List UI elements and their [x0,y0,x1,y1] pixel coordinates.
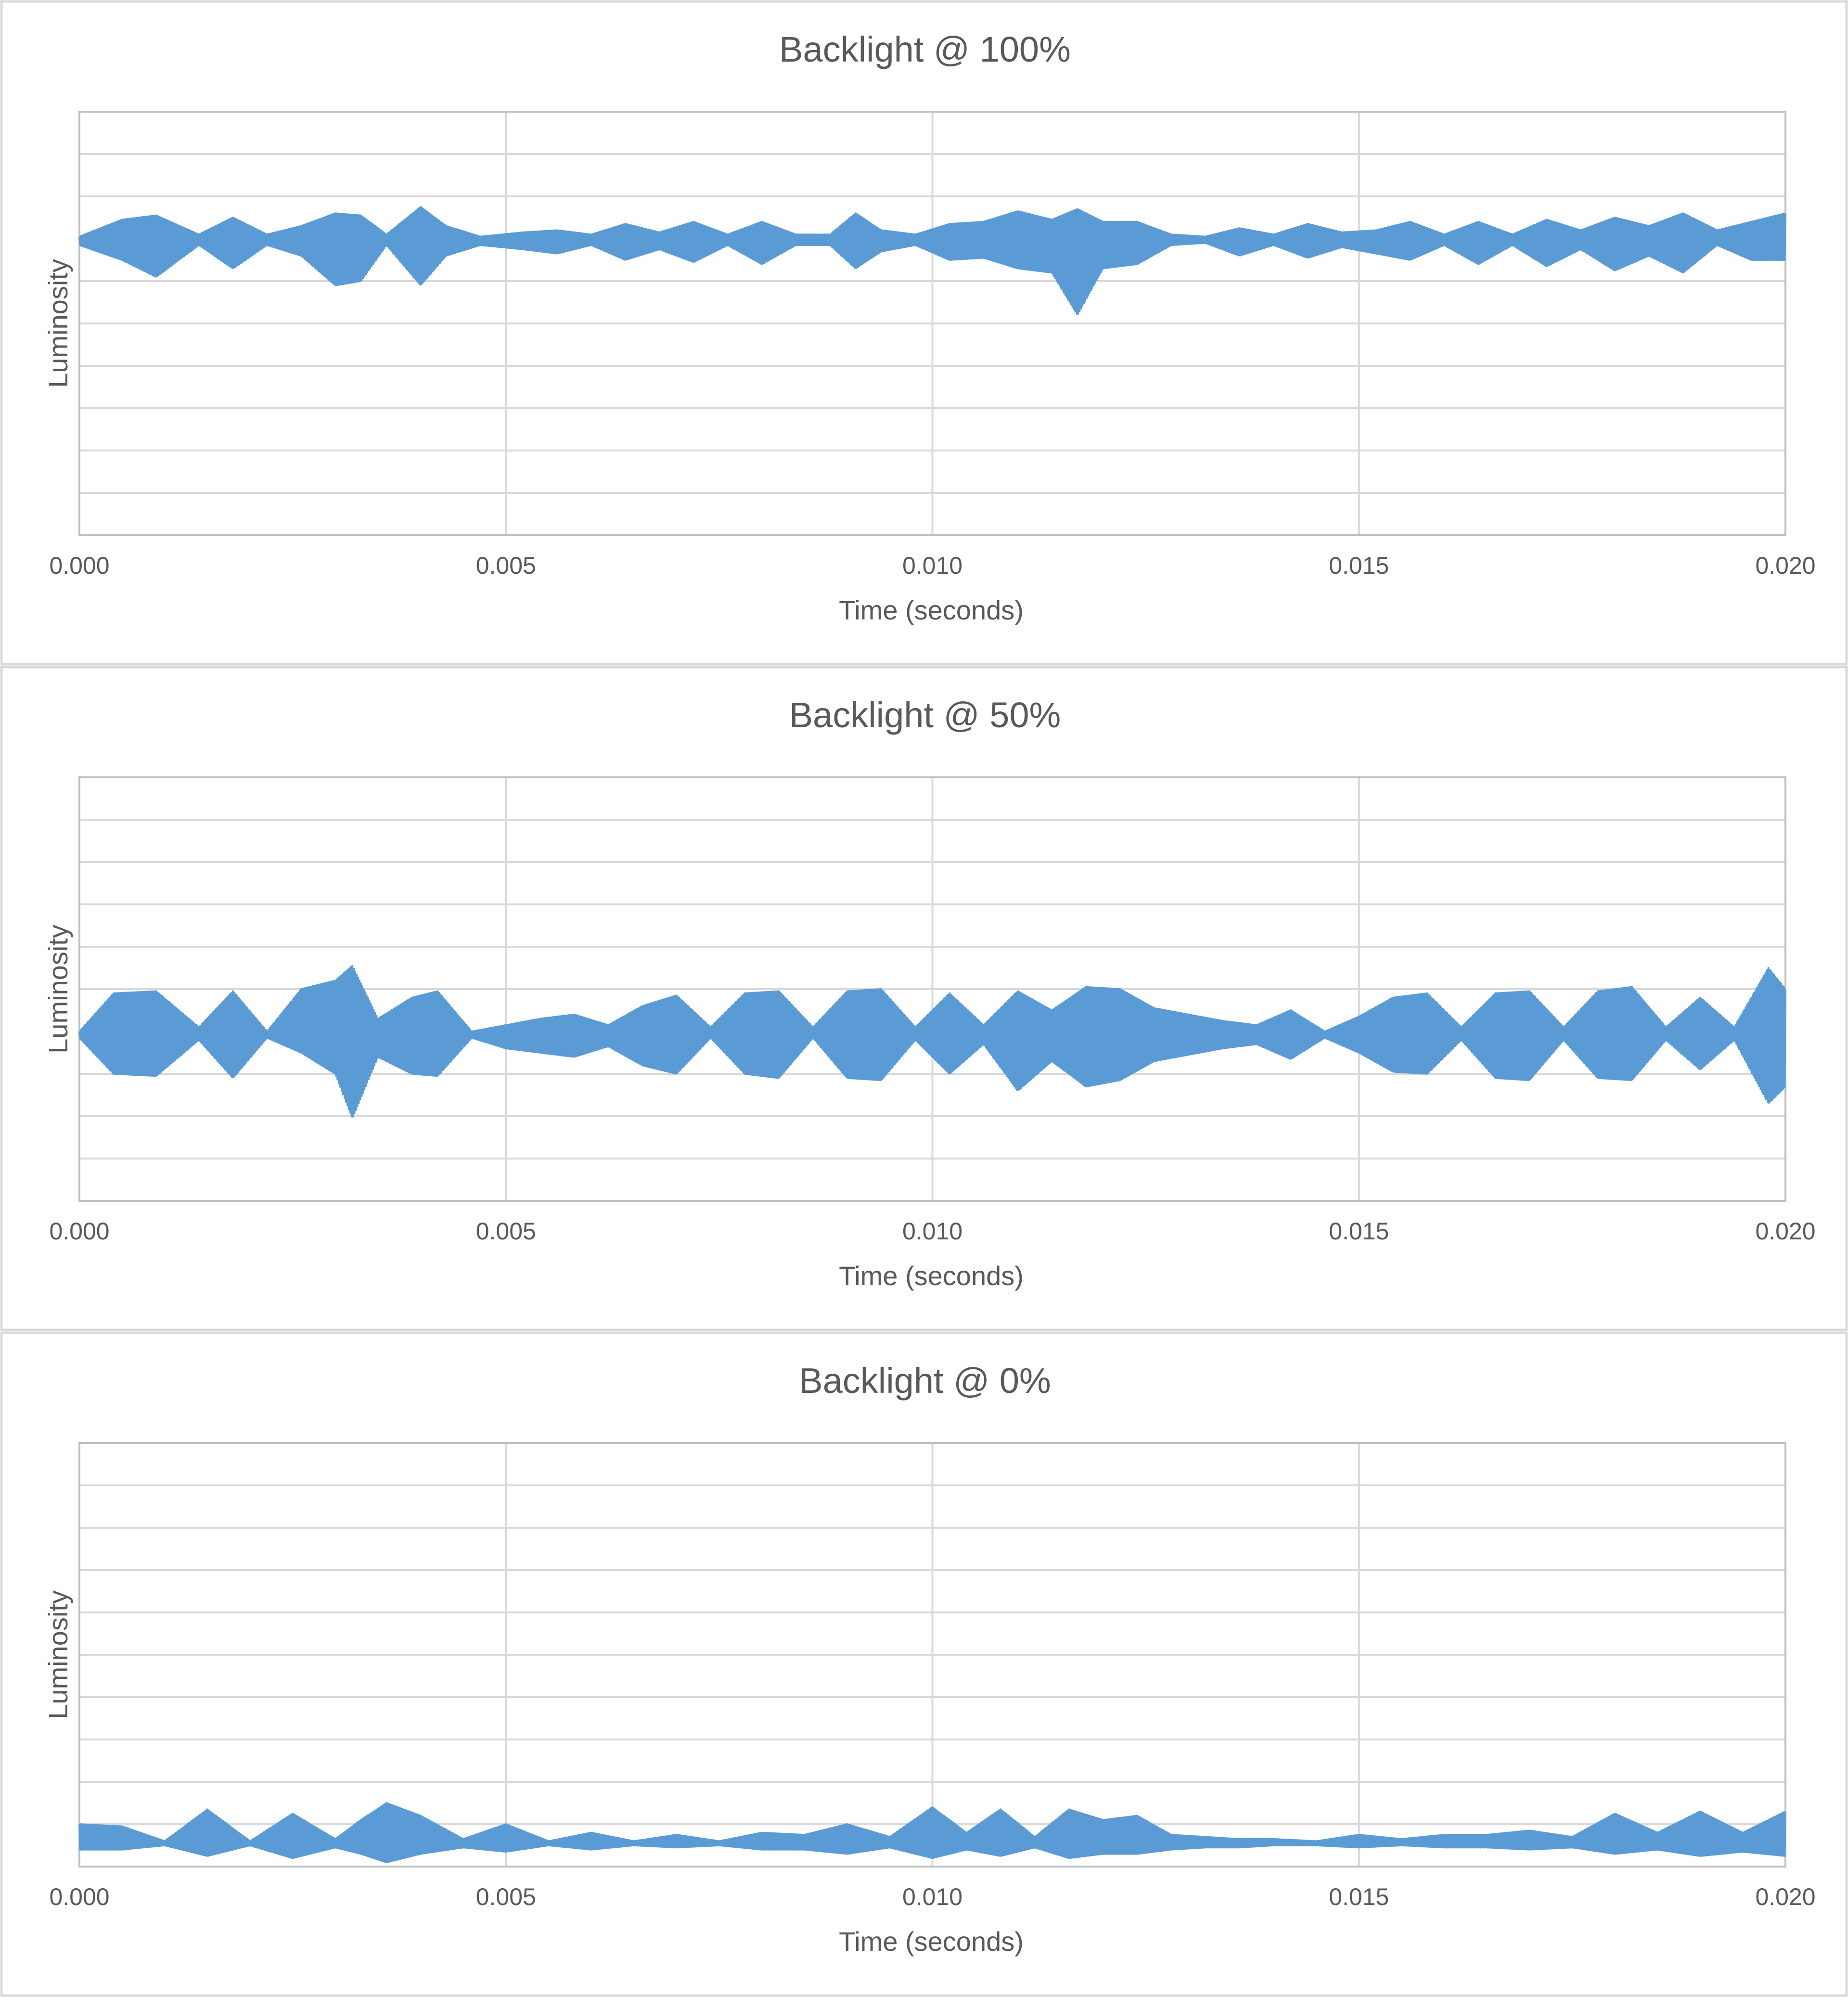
x-tick-label: 0.020 [1755,1218,1815,1245]
x-tick-label: 0.005 [476,1883,536,1910]
x-axis-label: Time (seconds) [839,1926,1024,1957]
x-tick-label: 0.020 [1755,552,1815,579]
panel-frame [0,0,1848,666]
chart-title: Backlight @ 0% [799,1361,1051,1401]
x-tick-label: 0.005 [476,1218,536,1245]
x-tick-label: 0.015 [1329,1883,1389,1910]
x-tick-label: 0.000 [49,552,109,579]
chart-panel-1: Backlight @ 50% 0.000 0.005 0.010 0.015 0.020… [0,666,1848,1331]
chart-title: Backlight @ 50% [789,695,1061,735]
plot-area [78,1442,1786,1868]
x-tick-label: 0.000 [49,1218,109,1245]
x-tick-label: 0.010 [902,1218,962,1245]
x-tick-label: 0.020 [1755,1883,1815,1910]
chart-title: Backlight @ 100% [779,29,1071,69]
x-tick-label: 0.000 [49,1883,109,1910]
panel-frame [0,1331,1848,1997]
x-tick-label: 0.015 [1329,552,1389,579]
x-tick-label: 0.010 [902,552,962,579]
luminosity-series-line [78,206,1786,315]
x-axis-label: Time (seconds) [839,1261,1024,1291]
x-axis-label: Time (seconds) [839,595,1024,625]
luminosity-series-line [78,1802,1786,1863]
plot-area [78,111,1786,536]
chart-panel-2: Backlight @ 0% 0.000 0.005 0.010 0.015 0.020 T… [0,1331,1848,1997]
x-tick-label: 0.005 [476,552,536,579]
y-axis-label: Luminosity [43,1590,73,1719]
y-axis-label: Luminosity [43,259,73,388]
luminosity-series-line [78,965,1786,1118]
panel-frame [0,666,1848,1331]
y-axis-label: Luminosity [43,925,73,1054]
chart-panel-0: Backlight @ 100% 0.000 0.005 0.010 0.015 0.02… [0,0,1848,666]
x-tick-label: 0.010 [902,1883,962,1910]
x-tick-label: 0.015 [1329,1218,1389,1245]
